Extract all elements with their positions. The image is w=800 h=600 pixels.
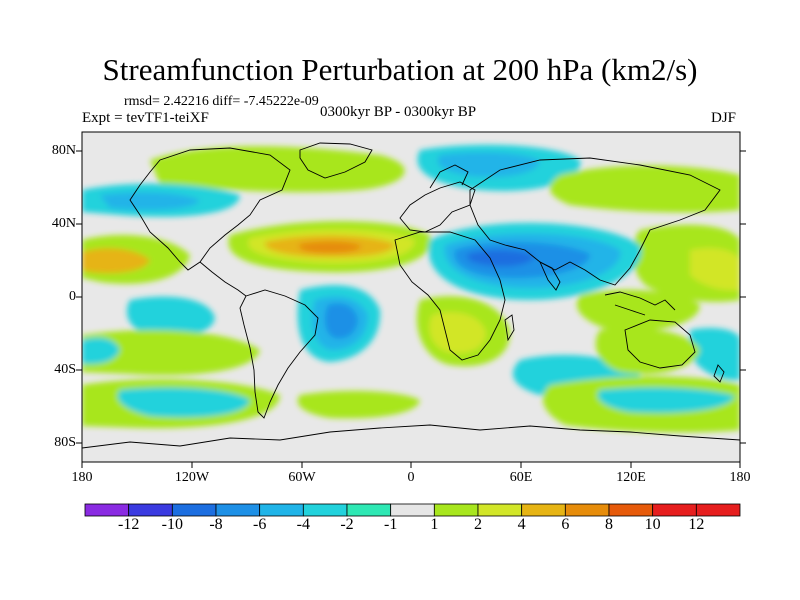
colorbar-swatch (390, 503, 435, 517)
coast-scandinavia (429, 164, 469, 189)
colorbar-label: -2 (340, 516, 354, 533)
coast-greenland (299, 142, 373, 179)
lon-label-180e: 180 (729, 470, 751, 485)
colorbar-swatch (652, 503, 697, 517)
contour-negative-southern-ocean-east (597, 387, 735, 413)
colorbar-label: 4 (517, 516, 526, 533)
coast-north-america (129, 147, 291, 271)
colorbar-swatch (215, 503, 261, 517)
contour-negative-dateline-south (690, 328, 740, 381)
coast-australia (624, 319, 696, 369)
colorbar-swatch (84, 503, 130, 517)
contour-positive-subtropical-max (299, 241, 362, 254)
contour-positive-south-pacific-band (82, 330, 260, 376)
season-label: DJF (711, 110, 737, 126)
coast-new-zealand (713, 364, 725, 383)
lon-label-0: 0 (407, 470, 415, 485)
colorbar-swatch (433, 503, 479, 517)
contour-field (82, 132, 740, 462)
colorbar-swatch (128, 503, 173, 517)
contour-positive-central-pacific-core (82, 248, 150, 274)
contour-positive-indian-ocean (576, 289, 700, 332)
colorbar-swatch (302, 503, 348, 517)
contour-negative-arabia-max (467, 250, 535, 267)
lon-label-60w: 60W (288, 470, 316, 485)
colorbar-label: 8 (605, 516, 613, 533)
plot-title: Streamfunction Perturbation at 200 hPa (… (102, 52, 698, 87)
contour-negative-north-america-core (100, 192, 200, 210)
contour-negative-south-america-core (324, 303, 358, 339)
colorbar-label: -10 (161, 516, 183, 533)
coast-central-america (199, 261, 247, 297)
colorbar-label: -1 (383, 516, 398, 533)
lat-label-80s: 80S (54, 435, 76, 450)
colorbar-swatch (346, 503, 392, 517)
contour-negative-south-pacific-west (82, 337, 120, 365)
rmsd-stats: rmsd= 2.42216 diff= -7.45222e-09 (124, 94, 319, 109)
coastlines (82, 142, 740, 449)
colorbar-swatch (259, 503, 304, 517)
colorbar-swatch (171, 503, 217, 517)
lon-label-60e: 60E (509, 470, 533, 485)
coast-south-america (239, 289, 319, 419)
colorbar-swatch (564, 503, 610, 517)
period-label: 0300kyr BP - 0300kyr BP (320, 104, 477, 120)
lat-ticks (76, 150, 746, 444)
lon-label-120e: 120E (616, 470, 646, 485)
colorbar-label: -12 (117, 516, 140, 533)
lat-label-0: 0 (69, 289, 76, 304)
coast-india (539, 261, 561, 291)
colorbar-label: 12 (688, 516, 705, 533)
colorbar-swatch (521, 503, 566, 517)
colorbar-label: -6 (252, 516, 267, 533)
colorbar-label: 6 (561, 516, 570, 533)
contour-positive-east-pacific-core (690, 248, 740, 291)
colorbar-label: -4 (296, 516, 310, 533)
colorbar-label: 2 (474, 516, 482, 533)
colorbar-swatch (695, 503, 741, 517)
lon-label-120w: 120W (174, 470, 210, 485)
lon-ticks (81, 462, 741, 468)
colorbar-label: 10 (644, 516, 661, 533)
contour-negative-north-eurasia-core (437, 152, 540, 178)
coast-asia (469, 157, 721, 286)
lat-label-80n: 80N (51, 143, 76, 158)
colorbar-swatch (477, 503, 523, 517)
colorbar (84, 503, 741, 517)
contour-positive-southern-ocean-central (297, 390, 420, 419)
lon-label-180w: 180 (71, 470, 93, 485)
lat-label-40n: 40N (51, 216, 76, 231)
contour-positive-north-pacific (549, 165, 740, 213)
coast-africa (394, 231, 506, 361)
contour-negative-southern-ocean-west (117, 387, 250, 418)
experiment-label: Expt = tevTF1-teiXF (82, 110, 209, 126)
colorbar-label: 1 (430, 516, 439, 533)
coast-antarctica (82, 424, 740, 449)
lat-label-40s: 40S (54, 362, 76, 377)
coast-madagascar (504, 314, 515, 342)
coast-southeast-asia-islands (604, 291, 676, 316)
colorbar-label: -8 (209, 516, 223, 533)
contour-positive-australia (595, 328, 700, 374)
contour-negative-south-pacific (126, 296, 215, 338)
colorbar-swatch (608, 503, 654, 517)
contour-positive-arctic (150, 146, 405, 193)
